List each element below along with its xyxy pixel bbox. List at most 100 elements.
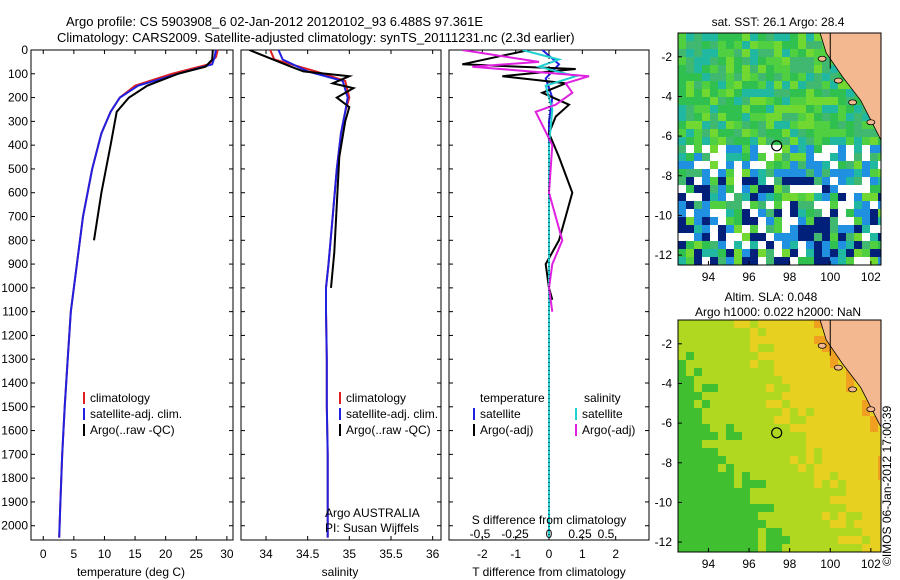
map-cell <box>846 105 854 113</box>
map-cell <box>686 137 694 145</box>
map-cell <box>790 368 798 376</box>
map-cell <box>710 328 718 336</box>
map-cell <box>822 440 830 448</box>
map-cell <box>726 360 734 368</box>
map-cell <box>710 65 718 73</box>
map-cell <box>822 424 830 432</box>
map-cell <box>694 33 702 41</box>
map-cell <box>830 225 838 233</box>
map-cell <box>798 360 806 368</box>
map-cell <box>790 105 798 113</box>
map-cell <box>758 169 766 177</box>
map-cell <box>798 81 806 89</box>
map-cell <box>742 129 750 137</box>
map-cell <box>806 536 814 544</box>
map-cell <box>710 440 718 448</box>
map-cell <box>734 81 742 89</box>
map-cell <box>774 185 782 193</box>
map-cell <box>798 225 806 233</box>
map-cell <box>838 161 846 169</box>
map-cell <box>678 368 686 376</box>
map-cell <box>718 177 726 185</box>
map-cell <box>710 448 718 456</box>
map-cell <box>878 496 881 504</box>
map-cell <box>830 400 838 408</box>
map-cell <box>798 376 806 384</box>
map-cell <box>806 424 814 432</box>
island <box>833 77 843 84</box>
x-tick-label: 34 <box>259 547 273 561</box>
map-cell <box>750 57 758 65</box>
map-cell <box>878 424 881 432</box>
map-cell <box>694 249 702 257</box>
map-cell <box>830 496 838 504</box>
map-cell <box>814 480 822 488</box>
map-y-tick-label: -2 <box>661 50 672 64</box>
map-cell <box>838 113 846 121</box>
map-cell <box>830 352 838 360</box>
map-cell <box>726 376 734 384</box>
map-cell <box>750 456 758 464</box>
map-cell <box>710 400 718 408</box>
map-cell <box>734 49 742 57</box>
legend-label: satellite-adj. clim. <box>90 407 182 421</box>
map-cell <box>870 464 878 472</box>
map-cell <box>766 137 774 145</box>
map-cell <box>742 257 750 265</box>
map-cell <box>798 392 806 400</box>
map-cell <box>678 544 686 552</box>
map-cell <box>686 201 694 209</box>
map-cell <box>758 177 766 185</box>
map-cell <box>686 416 694 424</box>
map-cell <box>862 137 870 145</box>
map-cell <box>678 336 686 344</box>
map-x-tick-label: 94 <box>702 557 716 571</box>
map-cell <box>758 520 766 528</box>
map-cell <box>814 336 822 344</box>
map-cell <box>686 424 694 432</box>
map-cell <box>750 392 758 400</box>
map-cell <box>678 81 686 89</box>
map-cell <box>790 528 798 536</box>
legend-title-salinity: salinity <box>584 391 621 405</box>
map-cell <box>838 416 846 424</box>
map-cell <box>734 201 742 209</box>
map-cell <box>830 536 838 544</box>
map-cell <box>790 233 798 241</box>
map-cell <box>806 544 814 552</box>
temperature-axis-label: temperature (deg C) <box>77 565 185 579</box>
map-cell <box>798 33 806 41</box>
map-cell <box>702 113 710 121</box>
map-cell <box>822 249 830 257</box>
map-cell <box>822 113 830 121</box>
map-cell <box>814 65 822 73</box>
map-cell <box>678 73 686 81</box>
map-cell <box>862 169 870 177</box>
map-cell <box>774 440 782 448</box>
x-tick-label: 2 <box>612 547 619 561</box>
map-cell <box>678 57 686 65</box>
map-cell <box>774 336 782 344</box>
map-cell <box>766 257 774 265</box>
map-cell <box>830 360 838 368</box>
map-cell <box>822 528 830 536</box>
map-cell <box>678 416 686 424</box>
map-cell <box>862 424 870 432</box>
map-cell <box>758 344 766 352</box>
map-cell <box>814 520 822 528</box>
map-cell <box>782 129 790 137</box>
map-cell <box>742 360 750 368</box>
map-cell <box>846 432 854 440</box>
legend-label: climatology <box>346 391 406 405</box>
map-cell <box>686 121 694 129</box>
map-cell <box>806 368 814 376</box>
map-cell <box>734 448 742 456</box>
map-cell <box>702 480 710 488</box>
map-cell <box>798 65 806 73</box>
map-cell <box>734 528 742 536</box>
map-cell <box>750 249 758 257</box>
map-cell <box>758 512 766 520</box>
map-cell <box>694 432 702 440</box>
map-cell <box>790 320 798 328</box>
map-cell <box>846 440 854 448</box>
